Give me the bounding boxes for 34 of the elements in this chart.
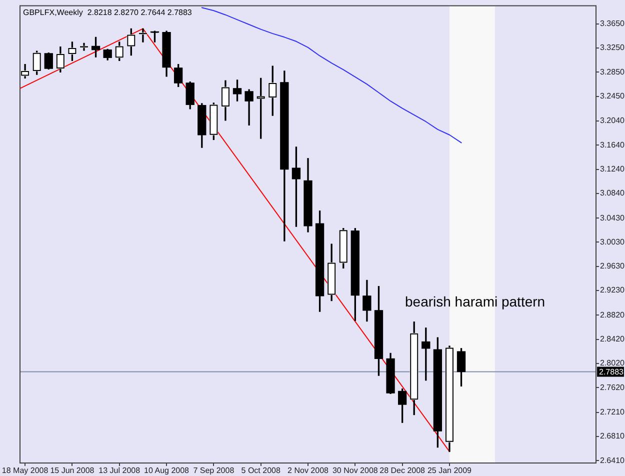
y-tick-label: 3.0430: [600, 213, 625, 222]
annotation: bearish harami pattern: [405, 294, 546, 310]
x-tick-label: 7 Sep 2008: [193, 466, 235, 476]
x-tick-label: 10 Aug 2008: [144, 466, 190, 476]
y-tick-label: 3.0030: [600, 237, 625, 246]
y-tick-label: 3.1240: [600, 164, 625, 174]
x-tick-label: 15 Jun 2008: [50, 466, 95, 476]
x-tick-label: 30 Nov 2008: [332, 466, 378, 476]
x-tick-label: 13 Jul 2008: [98, 466, 141, 476]
y-tick-label: 2.9630: [600, 262, 625, 271]
y-tick-label: 2.8420: [600, 334, 625, 344]
x-tick-label: 18 May 2008: [2, 466, 49, 476]
y-tick-label: 3.0840: [600, 188, 625, 198]
x-tick-label: 28 Dec 2008: [380, 466, 426, 476]
x-tick-label: 5 Oct 2008: [241, 466, 281, 476]
y-tick-label: 2.9230: [600, 286, 625, 295]
y-tick-label: 2.8820: [600, 310, 625, 320]
y-tick-label: 2.6410: [600, 456, 625, 465]
y-tick-label: 2.7210: [600, 408, 625, 417]
y-tick-label: 2.7620: [600, 382, 625, 392]
candlestick: [80, 42, 88, 51]
y-tick-label: 3.2850: [600, 67, 625, 76]
x-tick-label: 25 Jan 2009: [427, 466, 472, 476]
y-tick-label: 2.8020: [600, 358, 625, 368]
candlestick: [138, 28, 148, 42]
y-tick-label: 3.2450: [600, 91, 625, 100]
ref-line-label: 2.7883: [599, 367, 624, 376]
y-tick-label: 3.3250: [600, 43, 625, 52]
x-tick-label: 2 Nov 2008: [288, 466, 330, 476]
chart-title: GBPLFX,Weekly 2.8218 2.8270 2.7644 2.7883: [23, 8, 192, 18]
y-tick-label: 3.2040: [600, 116, 625, 126]
y-tick-label: 3.3650: [600, 19, 625, 28]
y-tick-label: 3.1640: [600, 140, 625, 150]
y-tick-label: 2.6810: [600, 432, 625, 441]
